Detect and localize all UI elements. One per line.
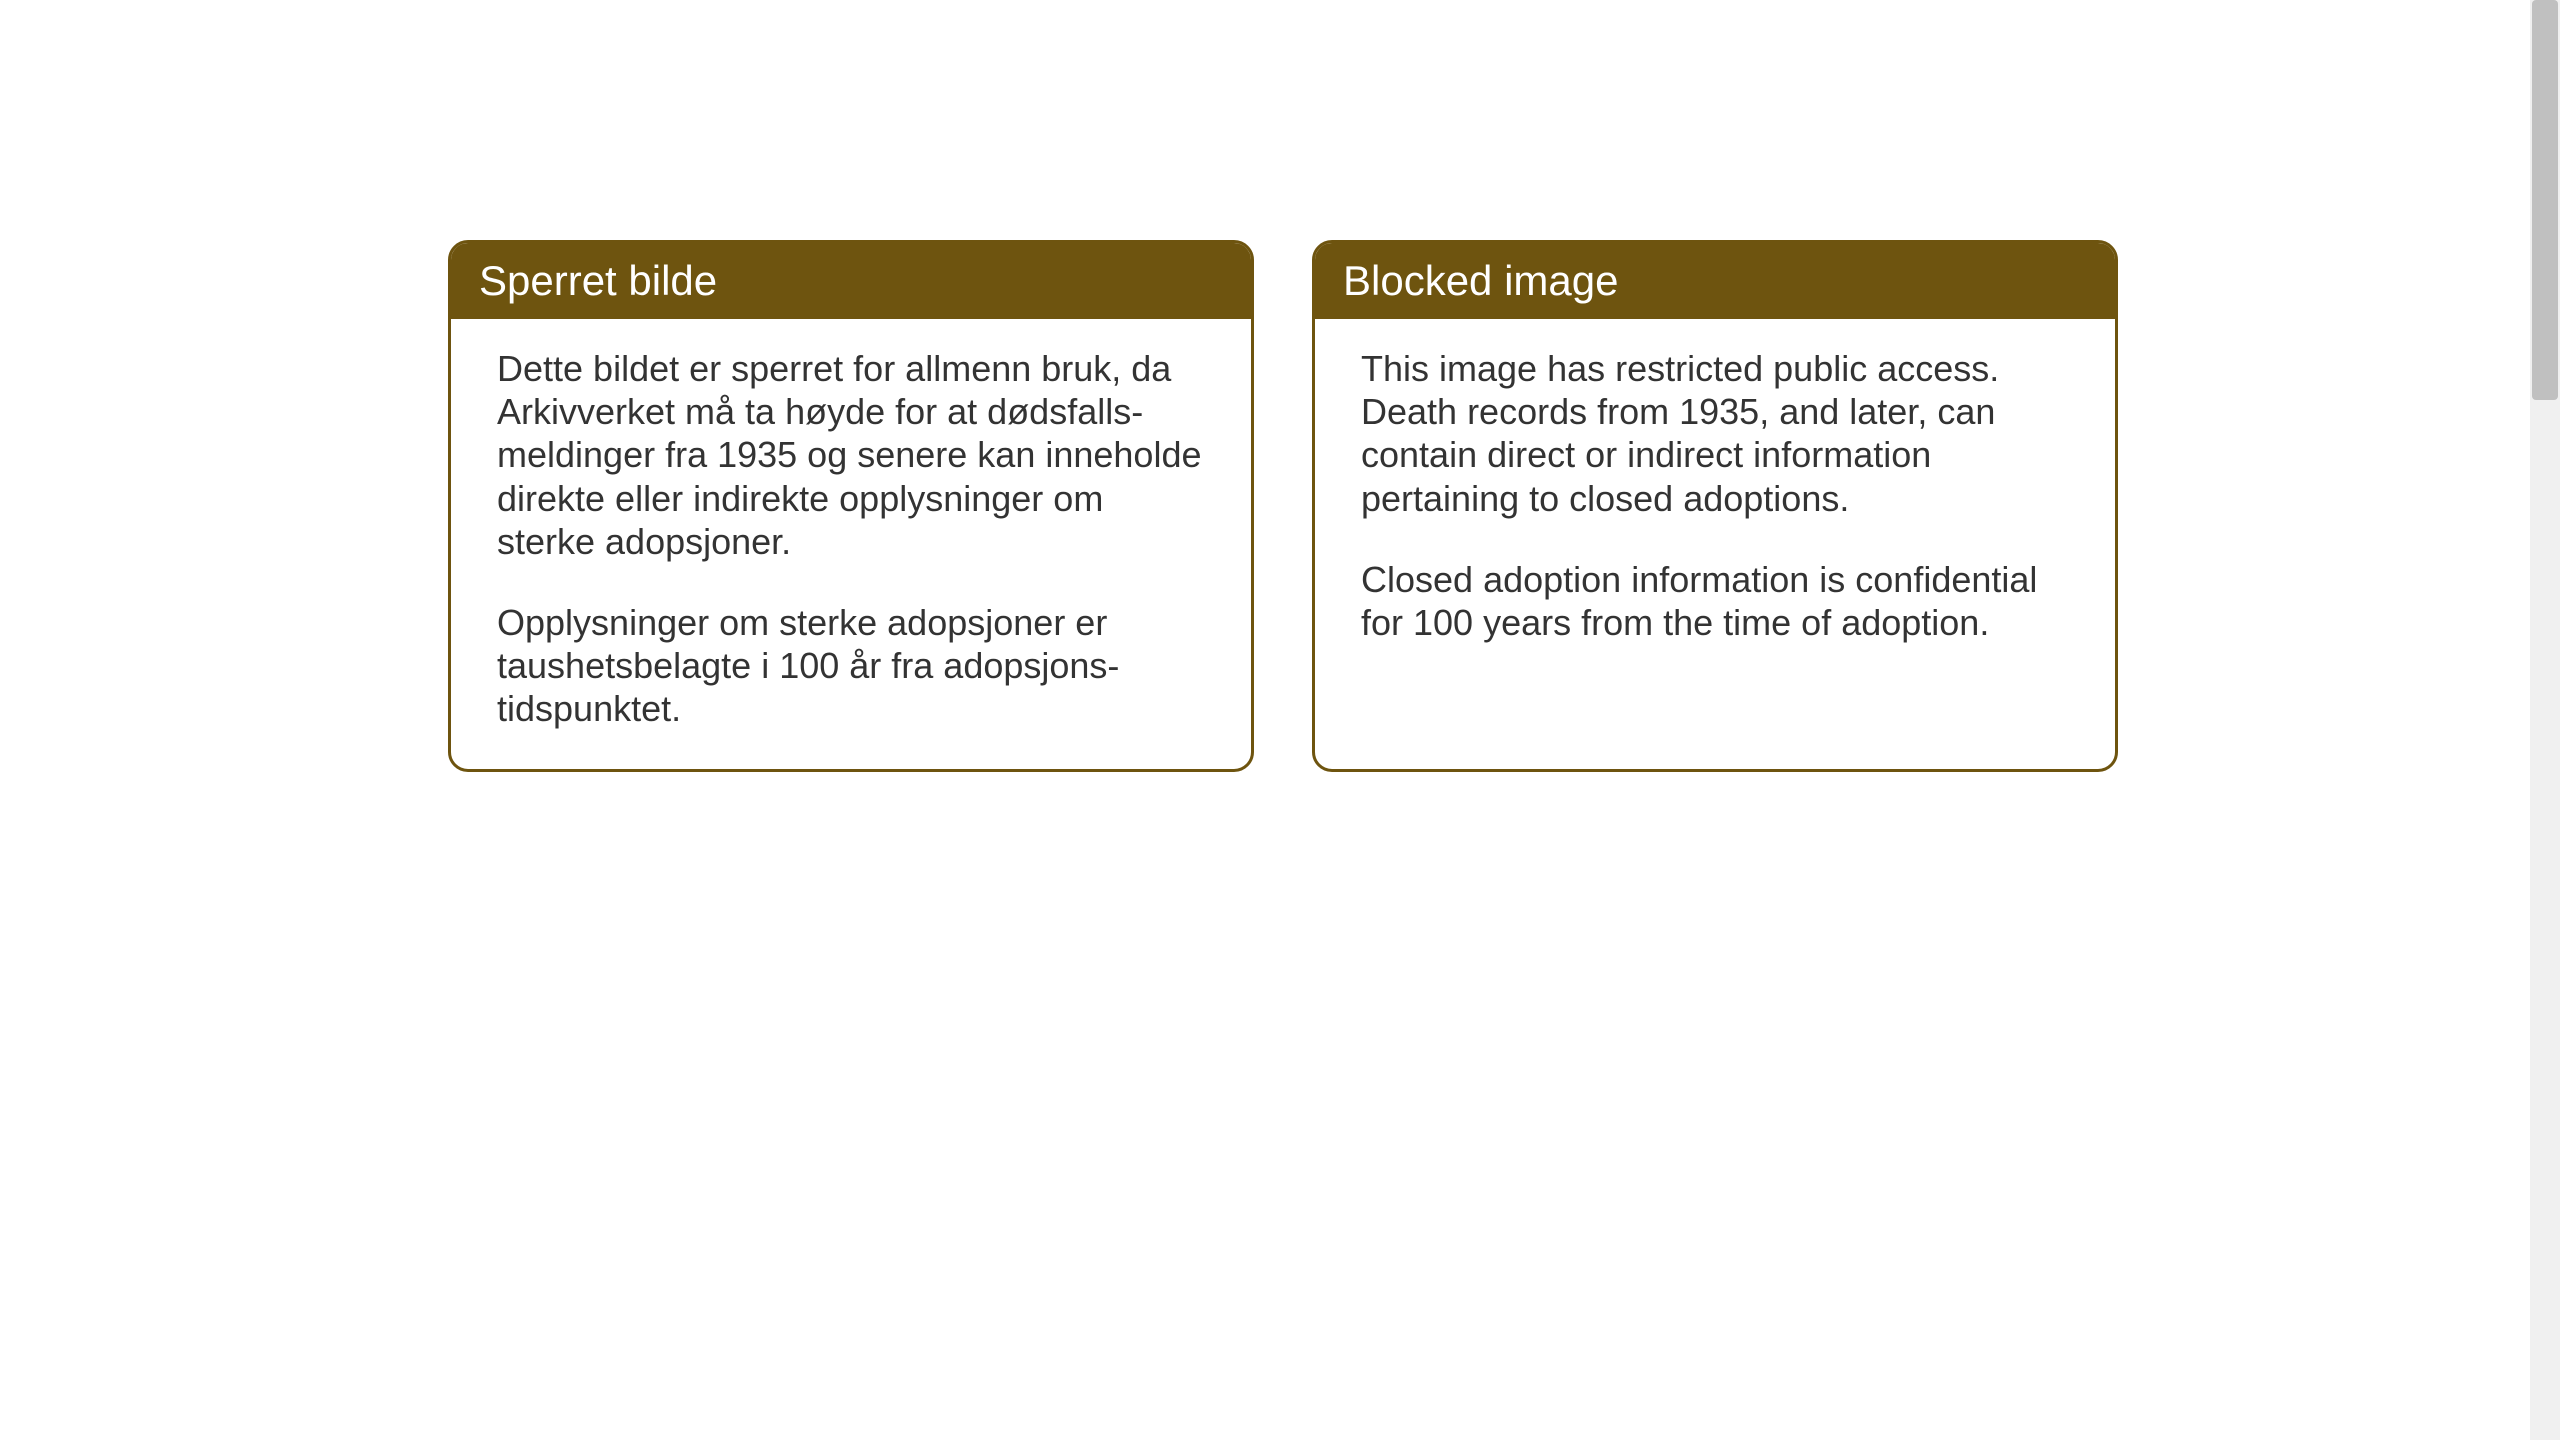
notice-title-norwegian: Sperret bilde bbox=[479, 257, 717, 304]
notice-header-norwegian: Sperret bilde bbox=[451, 243, 1251, 319]
notice-body-norwegian: Dette bildet er sperret for allmenn bruk… bbox=[451, 319, 1251, 769]
notice-paragraph-1-english: This image has restricted public access.… bbox=[1361, 347, 2069, 520]
notice-paragraph-2-english: Closed adoption information is confident… bbox=[1361, 558, 2069, 644]
scrollbar-track[interactable] bbox=[2530, 0, 2560, 1440]
notice-paragraph-2-norwegian: Opplysninger om sterke adopsjoner er tau… bbox=[497, 601, 1205, 731]
notice-paragraph-1-norwegian: Dette bildet er sperret for allmenn bruk… bbox=[497, 347, 1205, 563]
notice-header-english: Blocked image bbox=[1315, 243, 2115, 319]
notice-card-english: Blocked image This image has restricted … bbox=[1312, 240, 2118, 772]
notice-card-norwegian: Sperret bilde Dette bildet er sperret fo… bbox=[448, 240, 1254, 772]
notice-body-english: This image has restricted public access.… bbox=[1315, 319, 2115, 682]
scrollbar-thumb[interactable] bbox=[2532, 0, 2558, 400]
notice-container: Sperret bilde Dette bildet er sperret fo… bbox=[0, 0, 2560, 772]
notice-title-english: Blocked image bbox=[1343, 257, 1618, 304]
